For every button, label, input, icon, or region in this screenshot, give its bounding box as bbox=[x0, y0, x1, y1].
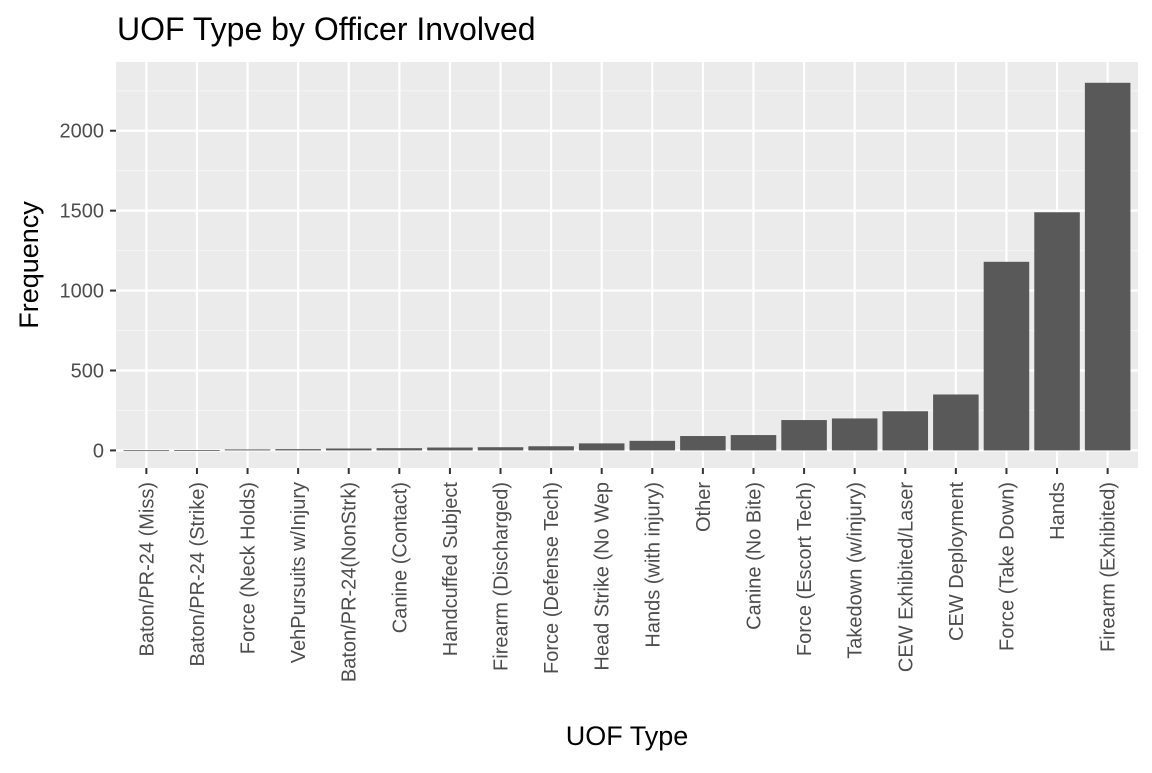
x-tick-label: VehPursuits w/Injury bbox=[288, 482, 310, 663]
y-tick-label: 500 bbox=[71, 360, 104, 382]
bar bbox=[123, 450, 170, 452]
axes: 0 500 1000 1500 2000 Baton/PR-24 (Miss) Baton/… bbox=[60, 121, 1120, 682]
bar bbox=[427, 447, 473, 451]
x-axis-title: UOF Type bbox=[566, 721, 689, 751]
bar bbox=[1084, 82, 1131, 451]
x-tick-label: Other bbox=[693, 482, 715, 532]
x-tick-label: Force (Neck Holds) bbox=[238, 482, 260, 654]
bar bbox=[477, 447, 524, 451]
x-tick-label: Baton/PR-24 (Strike) bbox=[187, 482, 209, 667]
x-tick-label: Head Strike (No Wep bbox=[592, 482, 614, 671]
bar bbox=[275, 449, 321, 451]
bars bbox=[123, 82, 1131, 452]
bar bbox=[224, 449, 271, 451]
bar bbox=[781, 420, 827, 451]
chart-title: UOF Type by Officer Involved bbox=[117, 11, 536, 47]
bar bbox=[831, 418, 878, 451]
bar bbox=[174, 450, 220, 451]
x-tick-label: Force (Take Down) bbox=[996, 482, 1018, 651]
bar bbox=[528, 446, 574, 451]
y-tick-label: 1500 bbox=[60, 201, 105, 223]
bar bbox=[730, 435, 777, 451]
x-tick-label: Hands (with injury) bbox=[642, 482, 664, 648]
grid-lines bbox=[116, 62, 1138, 468]
bar bbox=[1034, 212, 1080, 451]
x-tick-label: CEW Deployment bbox=[946, 482, 968, 641]
y-axis-title: Frequency bbox=[14, 201, 44, 329]
x-tick-label: Baton/PR-24 (Miss) bbox=[136, 482, 158, 657]
x-tick-label: Canine (Contact) bbox=[389, 482, 411, 633]
x-tick-label: Takedown (w/injury) bbox=[845, 482, 867, 659]
x-tick-label: Force (Escort Tech) bbox=[794, 482, 816, 656]
x-tick-label: Canine (No Bite) bbox=[743, 482, 765, 630]
x-tick-label: Handcuffed Subject bbox=[440, 482, 462, 657]
bar bbox=[983, 261, 1030, 451]
bar bbox=[325, 448, 372, 451]
bar bbox=[376, 448, 423, 451]
bar bbox=[578, 443, 625, 451]
x-tick-label: Baton/PR-24(NonStrk) bbox=[339, 482, 361, 682]
bar bbox=[933, 394, 979, 451]
bar bbox=[882, 411, 929, 451]
bar bbox=[629, 440, 676, 451]
y-tick-label: 2000 bbox=[60, 121, 105, 143]
y-tick-label: 1000 bbox=[60, 281, 105, 303]
y-tick-label: 0 bbox=[93, 440, 104, 462]
x-tick-label: Force (Defense Tech) bbox=[541, 482, 563, 674]
x-tick-label: Firearm (Discharged) bbox=[491, 482, 513, 671]
bar bbox=[680, 436, 726, 451]
x-tick-label: CEW Exhibited/Laser bbox=[895, 482, 917, 672]
x-tick-label: Firearm (Exhibited) bbox=[1098, 482, 1120, 652]
x-tick-label: Hands bbox=[1047, 482, 1069, 540]
